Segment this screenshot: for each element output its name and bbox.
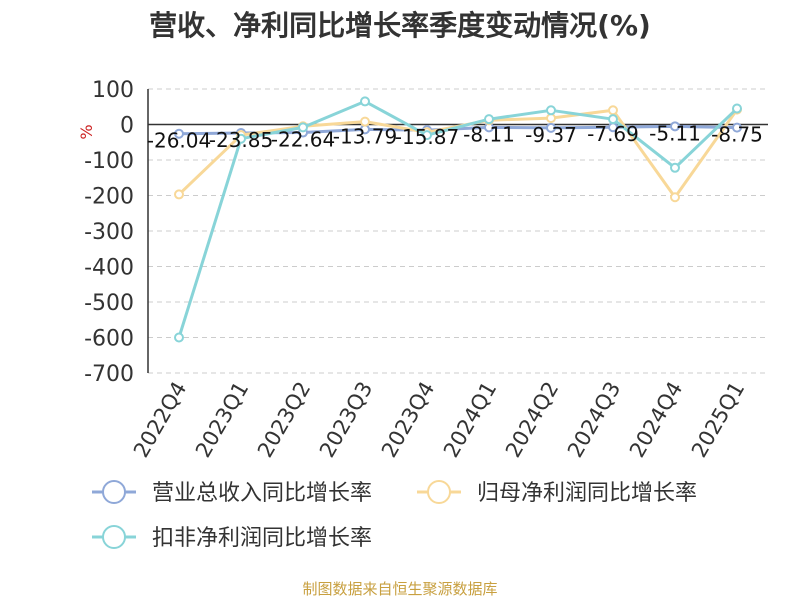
data-point[interactable] bbox=[732, 103, 742, 114]
y-tick-label: -700 bbox=[84, 362, 134, 387]
y-tick-label: -600 bbox=[84, 327, 134, 352]
legend-label: 扣非净利润同比增长率 bbox=[152, 526, 372, 551]
data-label: -26.04 bbox=[147, 129, 211, 153]
data-point[interactable] bbox=[174, 128, 184, 139]
data-point[interactable] bbox=[484, 114, 494, 125]
x-tick-label: 2023Q3 bbox=[315, 378, 377, 462]
y-tick-label: 0 bbox=[120, 114, 134, 139]
y-tick-label: -200 bbox=[84, 185, 134, 210]
legend-item[interactable]: 营业总收入同比增长率 bbox=[92, 480, 372, 506]
series-lines bbox=[174, 96, 742, 343]
y-tick-label: -300 bbox=[84, 220, 134, 245]
chart-title: 营收、净利同比增长率季度变动情况(%) bbox=[149, 9, 651, 42]
series-line bbox=[177, 99, 739, 338]
data-point[interactable] bbox=[174, 332, 184, 343]
legend-label: 营业总收入同比增长率 bbox=[152, 481, 372, 506]
y-tick-label: -400 bbox=[84, 256, 134, 281]
x-tick-label: 2023Q4 bbox=[377, 378, 439, 462]
data-label: -8.11 bbox=[463, 122, 515, 146]
y-tick-label: -500 bbox=[84, 291, 134, 316]
data-point[interactable] bbox=[298, 122, 308, 133]
data-labels: -26.04-23.85-22.64-13.79-15.87 -8.11 -9.37… bbox=[147, 121, 763, 152]
legend-circle-icon bbox=[102, 525, 126, 549]
data-label: -15.87 bbox=[395, 125, 459, 149]
data-label: -7.69 bbox=[587, 122, 639, 146]
x-tick-label: 2024Q1 bbox=[439, 378, 501, 462]
data-label: -5.11 bbox=[649, 121, 701, 145]
data-point[interactable] bbox=[670, 192, 680, 203]
x-tick-label: 2023Q2 bbox=[253, 378, 315, 462]
x-tick-label: 2024Q2 bbox=[501, 378, 563, 462]
legend-circle-icon bbox=[102, 480, 126, 504]
data-point[interactable] bbox=[732, 122, 742, 133]
data-point[interactable] bbox=[174, 189, 184, 200]
source-note: 制图数据来自恒生聚源数据库 bbox=[302, 580, 498, 598]
x-tick-label: 2024Q4 bbox=[625, 378, 687, 462]
data-label: -22.64 bbox=[271, 128, 335, 152]
x-tick-label: 2022Q4 bbox=[129, 378, 191, 462]
data-point[interactable] bbox=[360, 96, 370, 107]
data-point[interactable] bbox=[608, 114, 618, 125]
data-point[interactable] bbox=[422, 130, 432, 141]
data-point[interactable] bbox=[236, 133, 246, 144]
data-point[interactable] bbox=[608, 105, 618, 116]
data-point[interactable] bbox=[670, 162, 680, 173]
y-tick-label: 100 bbox=[92, 78, 134, 103]
y-axis-label: % bbox=[77, 124, 96, 139]
data-label: -9.37 bbox=[525, 123, 577, 147]
x-tick-label: 2024Q3 bbox=[563, 378, 625, 462]
legend-circle-icon bbox=[427, 480, 451, 504]
data-point[interactable] bbox=[670, 121, 680, 132]
legend-item[interactable]: 归母净利润同比增长率 bbox=[417, 480, 697, 506]
data-label: -13.79 bbox=[333, 124, 397, 148]
y-tick-label: -100 bbox=[84, 149, 134, 174]
legend-item[interactable]: 扣非净利润同比增长率 bbox=[92, 525, 372, 551]
x-tick-label: 2023Q1 bbox=[191, 378, 253, 462]
data-point[interactable] bbox=[546, 105, 556, 116]
data-point[interactable] bbox=[360, 116, 370, 127]
x-tick-label: 2025Q1 bbox=[687, 378, 749, 462]
data-label: -23.85 bbox=[209, 128, 273, 152]
data-point[interactable] bbox=[546, 113, 556, 124]
legend-label: 归母净利润同比增长率 bbox=[477, 481, 697, 506]
data-point[interactable] bbox=[546, 122, 556, 133]
data-label: -8.75 bbox=[711, 123, 763, 147]
